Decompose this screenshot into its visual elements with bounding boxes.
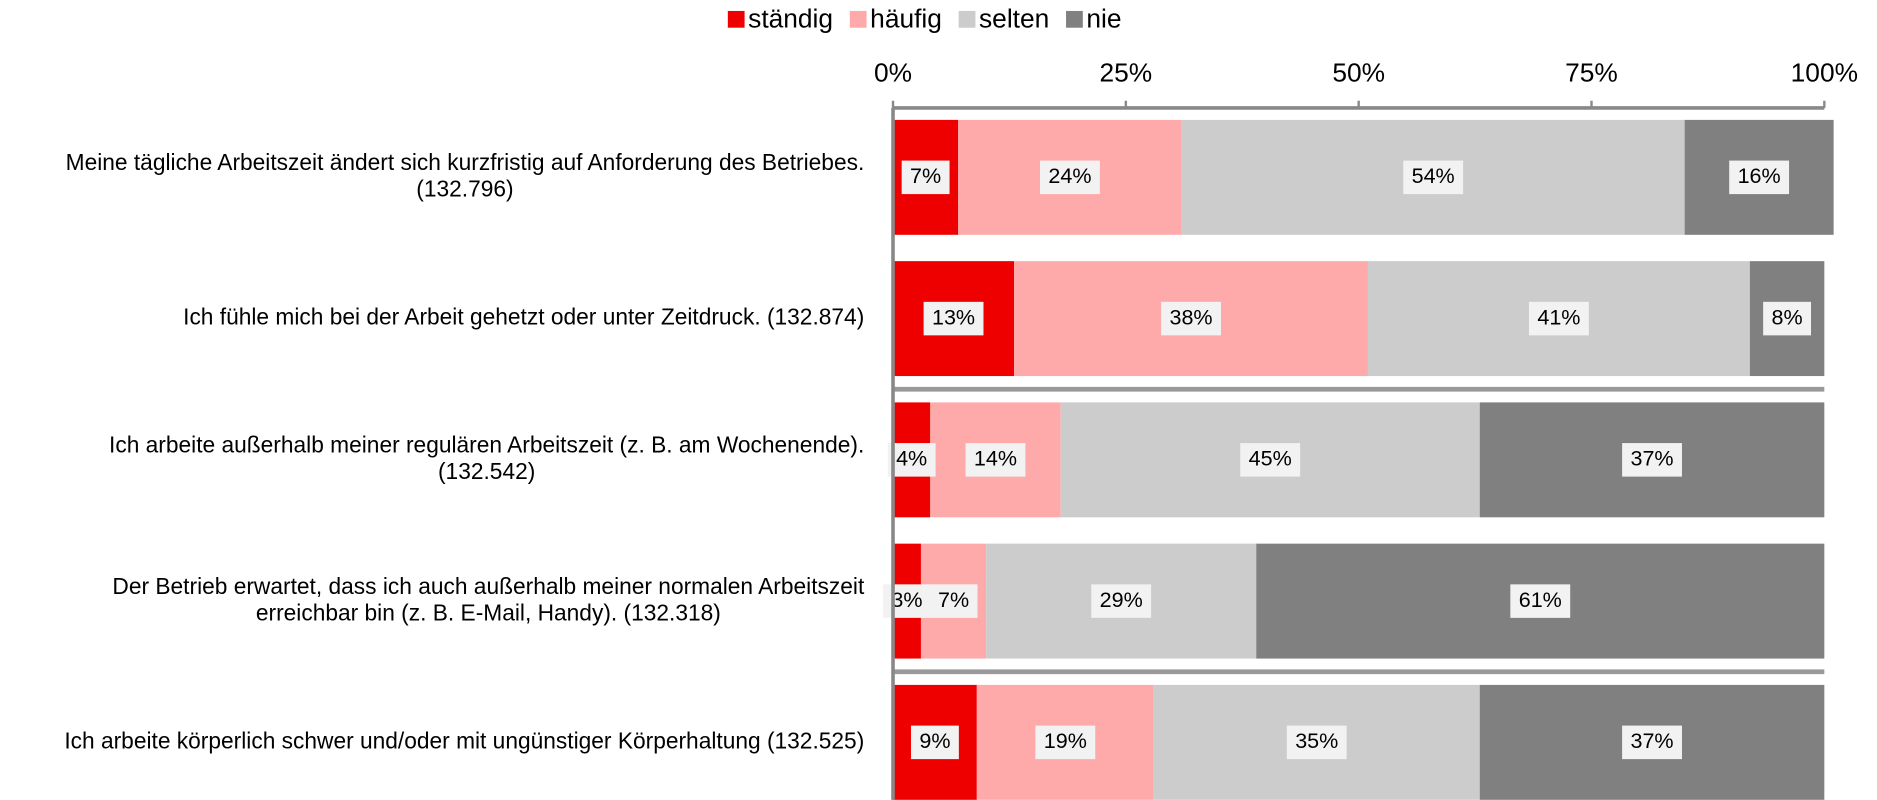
- legend: ständig häufig selten nie: [727, 3, 1122, 33]
- value-label-group: 13%: [923, 301, 984, 336]
- value-label-bg: [1622, 443, 1682, 477]
- value-label: 45%: [1249, 447, 1292, 471]
- value-label: 38%: [1169, 305, 1212, 329]
- value-label-group: 7%: [901, 160, 950, 195]
- value-label-group: 24%: [1040, 160, 1100, 195]
- value-label-bg: [923, 301, 984, 336]
- category-label: Ich arbeite außerhalb meiner regulären A…: [109, 432, 864, 484]
- value-label: 37%: [1630, 729, 1673, 753]
- value-label: 14%: [974, 447, 1017, 471]
- x-tick-label: 0%: [874, 57, 912, 87]
- legend-swatch: [727, 10, 745, 28]
- value-label-bg: [965, 443, 1026, 477]
- value-label-group: 38%: [1161, 301, 1221, 336]
- x-tick-label: 100%: [1791, 57, 1858, 87]
- value-label: 7%: [910, 164, 941, 188]
- value-label-bg: [910, 725, 959, 760]
- value-label-bg: [1763, 301, 1812, 336]
- value-label-bg: [883, 584, 931, 618]
- value-label: 13%: [932, 305, 975, 329]
- value-label-group: 29%: [1091, 584, 1152, 618]
- value-label: 54%: [1412, 164, 1455, 188]
- value-label-group: 3%: [883, 584, 931, 618]
- value-label: 3%: [891, 588, 922, 612]
- value-label-bg: [901, 160, 950, 195]
- value-label: 8%: [1772, 305, 1803, 329]
- value-label-bg: [929, 584, 978, 618]
- x-tick-label: 75%: [1565, 57, 1618, 87]
- value-label-group: 37%: [1622, 443, 1682, 477]
- value-label-bg: [1240, 443, 1301, 477]
- value-label: 9%: [919, 729, 950, 753]
- value-label: 41%: [1537, 305, 1580, 329]
- legend-swatch: [1066, 10, 1083, 28]
- legend-label: ständig: [748, 3, 833, 33]
- value-label: 29%: [1100, 588, 1143, 612]
- value-label-bg: [1040, 160, 1100, 195]
- value-label: 61%: [1519, 588, 1562, 612]
- value-label-bg: [1528, 301, 1589, 336]
- legend-swatch: [958, 10, 976, 28]
- value-label-bg: [1091, 584, 1152, 618]
- value-label-group: 37%: [1622, 725, 1682, 760]
- value-label-bg: [1403, 160, 1464, 195]
- value-label: 37%: [1630, 447, 1673, 471]
- value-label-bg: [1161, 301, 1221, 336]
- value-label-bg: [1035, 725, 1096, 760]
- legend-swatch: [849, 10, 867, 28]
- value-label: 24%: [1048, 164, 1091, 188]
- value-label-bg: [887, 443, 936, 477]
- value-label-group: 54%: [1403, 160, 1464, 195]
- x-tick-label: 50%: [1332, 57, 1385, 87]
- value-label-group: 35%: [1286, 725, 1347, 760]
- value-label: 4%: [896, 447, 927, 471]
- value-label-group: 45%: [1240, 443, 1301, 477]
- category-label: Der Betrieb erwartet, dass ich auch auße…: [112, 573, 865, 625]
- value-label-bg: [1729, 160, 1790, 195]
- value-label: 16%: [1738, 164, 1781, 188]
- legend-label: selten: [979, 3, 1049, 33]
- value-label-group: 14%: [965, 443, 1026, 477]
- category-label: Meine tägliche Arbeitszeit ändert sich k…: [66, 149, 865, 201]
- x-tick-label: 25%: [1099, 57, 1152, 87]
- legend-label: häufig: [870, 3, 942, 33]
- value-label-bg: [1286, 725, 1347, 760]
- value-label-group: 4%: [887, 443, 936, 477]
- value-label-group: 19%: [1035, 725, 1096, 760]
- category-label: Ich arbeite körperlich schwer und/oder m…: [64, 727, 864, 753]
- value-label-group: 7%: [929, 584, 978, 618]
- value-label: 19%: [1044, 729, 1087, 753]
- value-label-group: 61%: [1510, 584, 1571, 618]
- value-label-bg: [1622, 725, 1682, 760]
- value-label-group: 41%: [1528, 301, 1589, 336]
- value-label-bg: [1510, 584, 1571, 618]
- value-label: 7%: [938, 588, 969, 612]
- value-label-group: 16%: [1729, 160, 1790, 195]
- category-label: Ich fühle mich bei der Arbeit gehetzt od…: [183, 304, 864, 330]
- value-label: 35%: [1295, 729, 1338, 753]
- value-label-group: 9%: [910, 725, 959, 760]
- legend-label: nie: [1086, 3, 1121, 33]
- value-label-group: 8%: [1763, 301, 1812, 336]
